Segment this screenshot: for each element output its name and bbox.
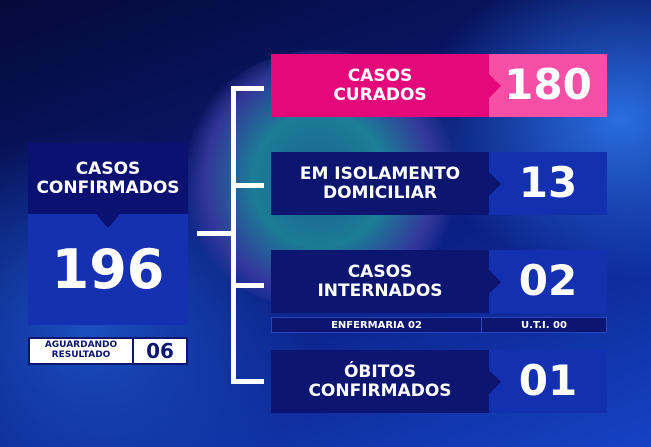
hospitalized-label: CASOS INTERNADOS (271, 250, 489, 313)
bracket-tick (231, 183, 264, 188)
bracket-tick (231, 379, 264, 384)
confirmed-value: 196 (28, 214, 188, 325)
bracket-tick (231, 86, 264, 91)
hospital-breakdown: ENFERMARIA 02 U.T.I. 00 (271, 317, 607, 333)
recovered-label: CASOS CURADOS (271, 54, 489, 117)
bracket-tick (231, 283, 264, 288)
awaiting-box: AGUARDANDO RESULTADO 06 (28, 337, 188, 365)
confirmed-label: CASOS CONFIRMADOS (28, 143, 188, 214)
ward-count: ENFERMARIA 02 (272, 318, 482, 332)
home-isolation-label: EM ISOLAMENTO DOMICILIAR (271, 152, 489, 215)
deaths-row: ÓBITOS CONFIRMADOS 01 (271, 350, 607, 413)
deaths-label: ÓBITOS CONFIRMADOS (271, 350, 489, 413)
bracket-stem (197, 231, 233, 236)
deaths-value: 01 (489, 350, 607, 413)
recovered-value: 180 (489, 54, 607, 117)
home-isolation-row: EM ISOLAMENTO DOMICILIAR 13 (271, 152, 607, 215)
hospitalized-row: CASOS INTERNADOS 02 (271, 250, 607, 313)
icu-count: U.T.I. 00 (521, 319, 567, 331)
bracket-line (231, 86, 236, 384)
recovered-row: CASOS CURADOS 180 (271, 54, 607, 117)
confirmed-arrow-icon (96, 214, 120, 228)
home-isolation-value: 13 (489, 152, 607, 215)
hospitalized-value: 02 (489, 250, 607, 313)
awaiting-value: 06 (146, 339, 174, 363)
awaiting-label: AGUARDANDO RESULTADO (30, 339, 134, 363)
